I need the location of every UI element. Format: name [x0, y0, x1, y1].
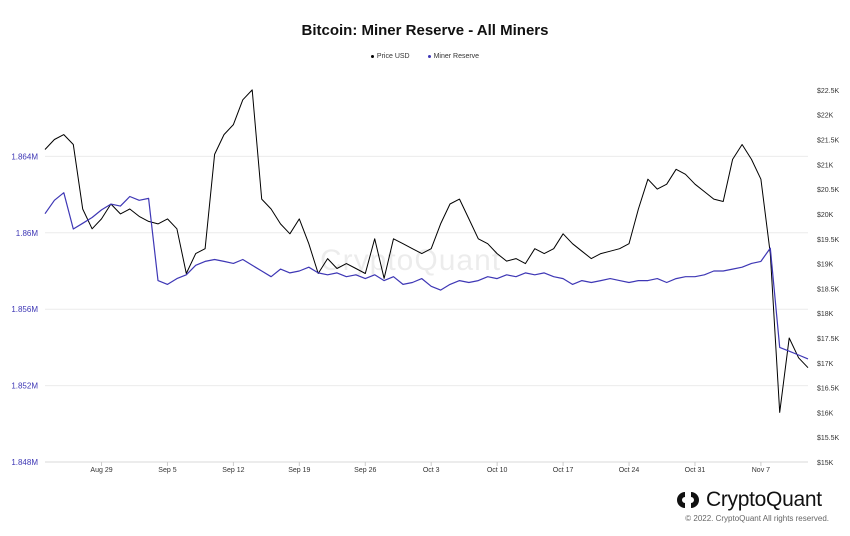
legend-price-marker — [370, 54, 374, 58]
right-tick-label: $20.5K — [817, 187, 840, 194]
left-tick-label: 1.848M — [11, 458, 38, 467]
right-tick-label: $16.5K — [817, 386, 840, 393]
x-axis-ticks: Aug 29 Sep 5 Sep 12 Sep 19 Sep 26 Oct 3 Oct 10… — [90, 462, 770, 474]
legend-reserve-marker — [427, 54, 431, 58]
x-tick-label: Sep 26 — [354, 467, 376, 474]
left-tick-label: 1.852M — [11, 382, 38, 391]
brand-logo: CryptoQuant — [676, 488, 822, 512]
right-tick-label: $21.5K — [817, 138, 840, 145]
right-tick-label: $20K — [817, 212, 834, 219]
right-tick-label: $18.5K — [817, 286, 840, 293]
x-tick-label: Sep 19 — [288, 467, 310, 474]
left-tick-label: 1.856M — [11, 305, 38, 314]
series-line-price-usd — [44, 89, 809, 413]
right-tick-label: $15K — [817, 460, 834, 467]
x-tick-label: Nov 7 — [752, 467, 770, 474]
right-tick-label: $17.5K — [817, 336, 840, 343]
legend-item-price[interactable]: Price USD — [370, 53, 410, 60]
cryptoquant-logo-icon — [677, 492, 699, 508]
x-tick-label: Oct 31 — [685, 467, 706, 474]
right-tick-label: $18K — [817, 311, 834, 318]
x-tick-label: Sep 12 — [222, 467, 244, 474]
right-axis-ticks: $15K $15.5K $16K $16.5K $17K $17.5K $18K $18.5K… — [817, 88, 840, 467]
x-tick-label: Oct 24 — [619, 467, 640, 474]
right-tick-label: $22K — [817, 113, 834, 120]
right-tick-label: $22.5K — [817, 88, 840, 95]
right-tick-label: $19.5K — [817, 237, 840, 244]
legend-price-label: Price USD — [376, 53, 410, 60]
watermark: CryptoQuant — [320, 244, 502, 277]
copyright-text: © 2022. CryptoQuant All rights reserved. — [685, 514, 829, 523]
left-axis-ticks: 1.848M 1.852M 1.856M 1.86M 1.864M — [11, 152, 38, 467]
x-tick-label: Aug 29 — [90, 467, 112, 474]
series-lines — [44, 89, 809, 413]
x-tick-label: Oct 10 — [487, 467, 508, 474]
x-tick-label: Oct 3 — [423, 467, 440, 474]
legend: Price USD Miner Reserve — [0, 53, 850, 60]
legend-item-reserve[interactable]: Miner Reserve — [427, 53, 480, 60]
right-tick-label: $17K — [817, 361, 834, 368]
grid-lines — [45, 155, 808, 463]
right-tick-label: $16K — [817, 410, 834, 417]
brand-name: CryptoQuant — [706, 488, 822, 511]
right-tick-label: $21K — [817, 162, 834, 169]
right-tick-label: $19K — [817, 262, 834, 269]
chart-title: Bitcoin: Miner Reserve - All Miners — [301, 22, 549, 39]
left-tick-label: 1.864M — [11, 152, 38, 161]
legend-reserve-label: Miner Reserve — [433, 53, 480, 60]
series-line-miner-reserve — [44, 192, 809, 360]
x-tick-label: Sep 5 — [158, 467, 176, 474]
x-tick-label: Oct 17 — [553, 467, 574, 474]
right-tick-label: $15.5K — [817, 435, 840, 442]
left-tick-label: 1.86M — [16, 229, 39, 238]
